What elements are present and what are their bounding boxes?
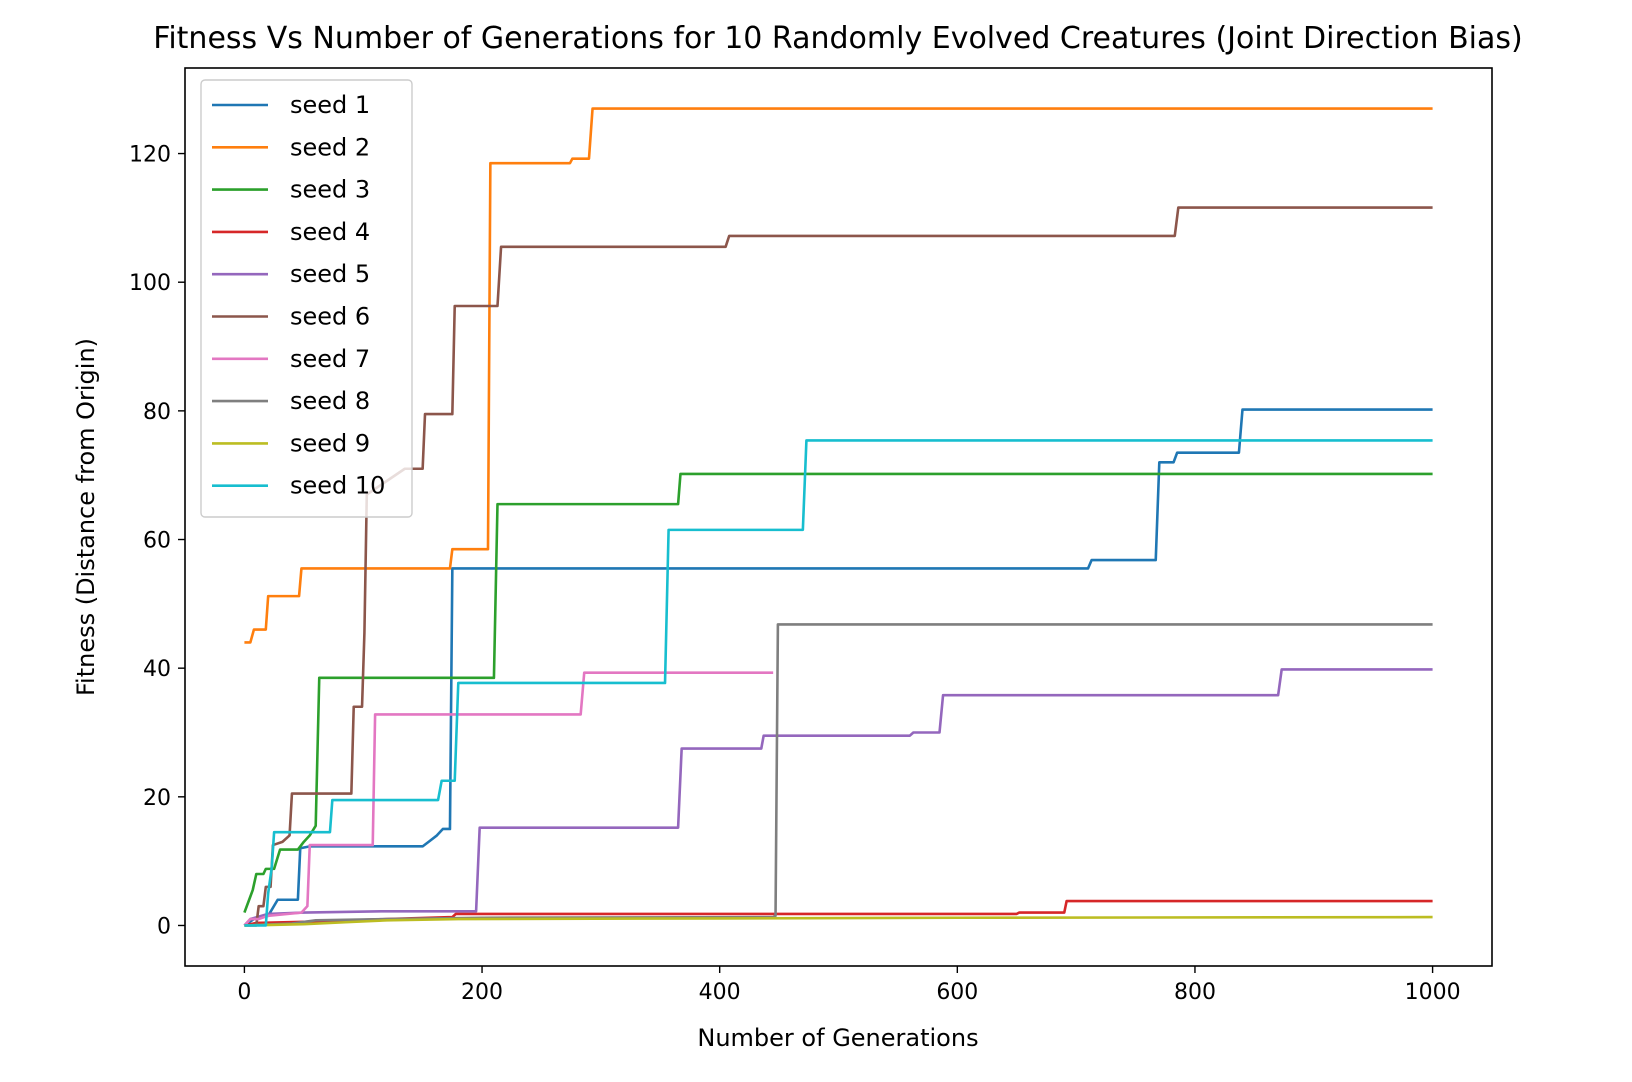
legend-label-seed-8: seed 8 [290,387,370,415]
legend-label-seed-4: seed 4 [290,218,370,246]
series-line-seed-9 [244,915,1433,927]
legend-label-seed-5: seed 5 [290,260,370,288]
x-axis-label: Number of Generations [697,1024,978,1052]
y-axis: 0 20 40 60 80 100 120 [129,143,185,939]
legend-label-seed-6: seed 6 [290,303,370,331]
legend-label-seed-7: seed 7 [290,345,370,373]
series-line-seed-2 [244,107,1433,644]
legend: seed 1 seed 2 seed 3 seed 4 seed 5 seed 6 seed… [200,79,413,518]
plot-lines [243,107,1433,927]
series-line-seed-6 [244,206,1433,927]
legend-label-seed-2: seed 2 [290,133,370,161]
x-tick-label-200: 200 [461,980,503,1005]
y-axis-label: Fitness (Distance from Origin) [72,338,100,696]
x-tick-label-1000: 1000 [1405,980,1461,1005]
y-tick-label-120: 120 [129,143,171,168]
y-tick-label-40: 40 [143,657,171,682]
x-tick-label-600: 600 [936,980,978,1005]
y-tick-label-60: 60 [143,529,171,554]
legend-label-seed-1: seed 1 [290,91,370,119]
x-axis: 0 200 400 600 800 1000 [237,966,1461,1005]
y-tick-label-0: 0 [157,914,171,939]
series-line-seed-10 [244,439,1433,927]
legend-label-seed-3: seed 3 [290,176,370,204]
chart-title: Fitness Vs Number of Generations for 10 … [153,21,1522,56]
y-tick-label-100: 100 [129,271,171,296]
series-line-seed-1 [243,408,1433,927]
x-tick-label-0: 0 [237,980,251,1005]
legend-label-seed-9: seed 9 [290,429,370,457]
series-line-seed-7 [243,671,774,927]
x-tick-label-400: 400 [699,980,741,1005]
y-tick-label-20: 20 [143,786,171,811]
plot-frame [184,67,1493,967]
series-line-seed-3 [243,472,1433,914]
legend-label-seed-10: seed 10 [290,472,385,500]
x-tick-label-800: 800 [1174,980,1216,1005]
y-tick-label-80: 80 [143,400,171,425]
